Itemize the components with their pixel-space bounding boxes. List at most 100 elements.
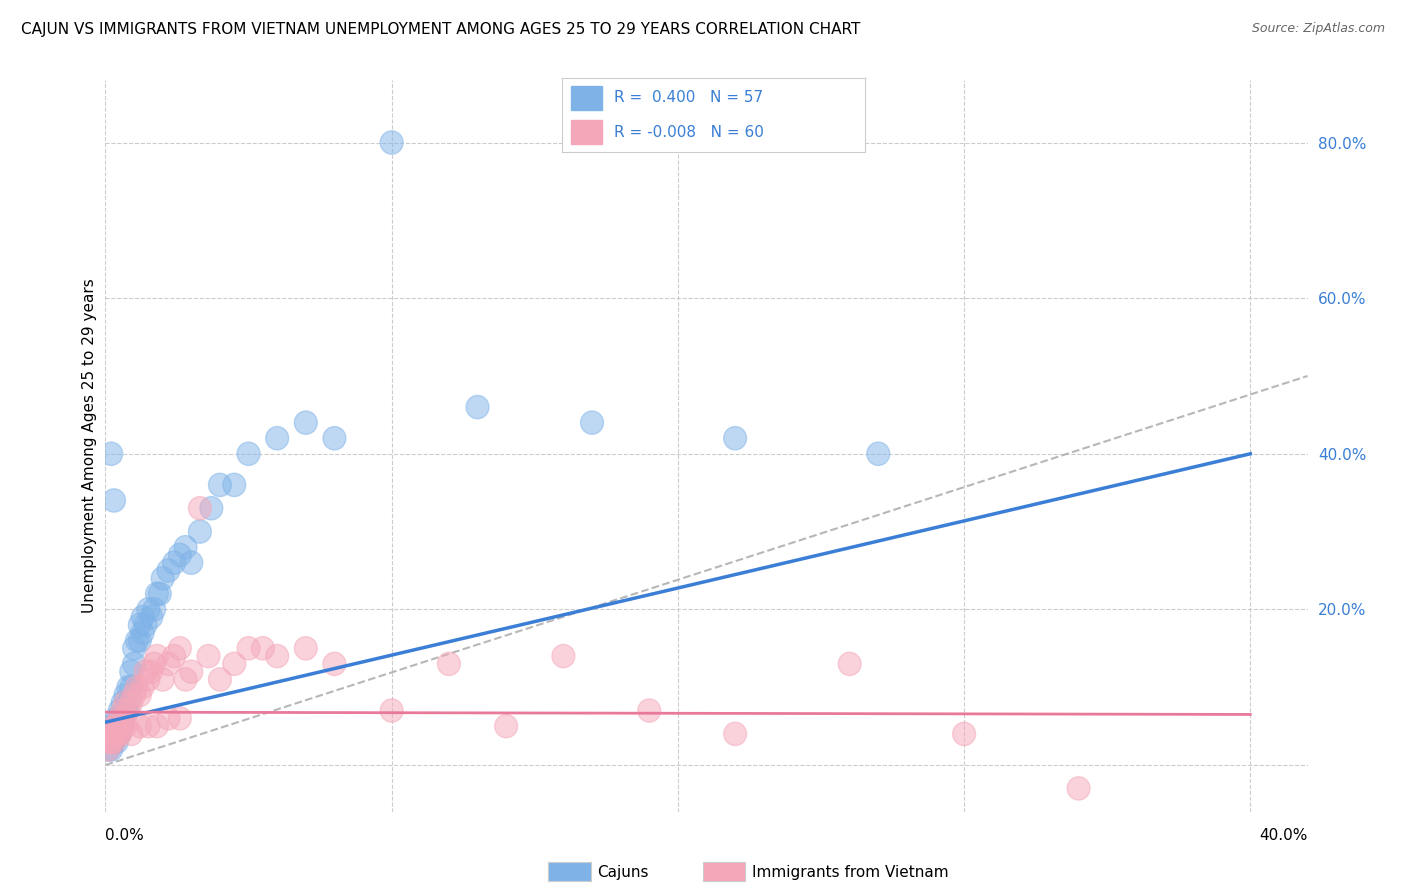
Y-axis label: Unemployment Among Ages 25 to 29 years: Unemployment Among Ages 25 to 29 years bbox=[82, 278, 97, 614]
Ellipse shape bbox=[134, 614, 157, 637]
Text: 40.0%: 40.0% bbox=[1260, 829, 1308, 843]
Ellipse shape bbox=[117, 699, 139, 723]
Ellipse shape bbox=[581, 411, 603, 434]
Text: Immigrants from Vietnam: Immigrants from Vietnam bbox=[752, 865, 949, 880]
Ellipse shape bbox=[553, 644, 575, 668]
Ellipse shape bbox=[157, 652, 180, 675]
Ellipse shape bbox=[103, 723, 125, 746]
Ellipse shape bbox=[117, 691, 139, 714]
Ellipse shape bbox=[111, 714, 134, 738]
Ellipse shape bbox=[111, 714, 134, 738]
Ellipse shape bbox=[838, 652, 860, 675]
Ellipse shape bbox=[120, 691, 142, 714]
Ellipse shape bbox=[111, 691, 134, 714]
Ellipse shape bbox=[146, 644, 169, 668]
Ellipse shape bbox=[294, 637, 318, 660]
Ellipse shape bbox=[169, 543, 191, 566]
Ellipse shape bbox=[323, 426, 346, 450]
Text: Cajuns: Cajuns bbox=[598, 865, 650, 880]
Ellipse shape bbox=[149, 582, 172, 606]
Ellipse shape bbox=[724, 723, 747, 746]
Ellipse shape bbox=[100, 714, 122, 738]
Ellipse shape bbox=[103, 723, 125, 746]
Ellipse shape bbox=[108, 723, 131, 746]
Ellipse shape bbox=[105, 706, 128, 730]
Text: CAJUN VS IMMIGRANTS FROM VIETNAM UNEMPLOYMENT AMONG AGES 25 TO 29 YEARS CORRELAT: CAJUN VS IMMIGRANTS FROM VIETNAM UNEMPLO… bbox=[21, 22, 860, 37]
Ellipse shape bbox=[103, 723, 125, 746]
Ellipse shape bbox=[97, 730, 120, 754]
Ellipse shape bbox=[1067, 777, 1090, 800]
Ellipse shape bbox=[108, 723, 131, 746]
Ellipse shape bbox=[100, 730, 122, 754]
Ellipse shape bbox=[465, 395, 489, 418]
Ellipse shape bbox=[200, 497, 222, 520]
Ellipse shape bbox=[97, 738, 120, 761]
Ellipse shape bbox=[238, 637, 260, 660]
Ellipse shape bbox=[97, 723, 120, 746]
Ellipse shape bbox=[139, 606, 163, 629]
Ellipse shape bbox=[108, 699, 131, 723]
Ellipse shape bbox=[146, 582, 169, 606]
Ellipse shape bbox=[131, 606, 155, 629]
Text: R =  0.400   N = 57: R = 0.400 N = 57 bbox=[614, 90, 763, 105]
Ellipse shape bbox=[131, 675, 155, 699]
Ellipse shape bbox=[146, 714, 169, 738]
Ellipse shape bbox=[174, 668, 197, 691]
Ellipse shape bbox=[122, 637, 146, 660]
Ellipse shape bbox=[103, 489, 125, 512]
Ellipse shape bbox=[108, 714, 131, 738]
Ellipse shape bbox=[114, 699, 136, 723]
Ellipse shape bbox=[122, 683, 146, 706]
Ellipse shape bbox=[114, 691, 136, 714]
Ellipse shape bbox=[142, 598, 166, 621]
Ellipse shape bbox=[114, 706, 136, 730]
Ellipse shape bbox=[103, 730, 125, 754]
Ellipse shape bbox=[103, 730, 125, 754]
Ellipse shape bbox=[134, 660, 157, 683]
Ellipse shape bbox=[120, 660, 142, 683]
Ellipse shape bbox=[100, 730, 122, 754]
Ellipse shape bbox=[157, 558, 180, 582]
Ellipse shape bbox=[638, 699, 661, 723]
Ellipse shape bbox=[152, 566, 174, 590]
Ellipse shape bbox=[136, 598, 160, 621]
Text: 0.0%: 0.0% bbox=[105, 829, 145, 843]
Ellipse shape bbox=[128, 683, 152, 706]
Ellipse shape bbox=[105, 714, 128, 738]
Ellipse shape bbox=[103, 714, 125, 738]
Ellipse shape bbox=[724, 426, 747, 450]
Ellipse shape bbox=[122, 652, 146, 675]
Ellipse shape bbox=[105, 723, 128, 746]
Bar bbox=[571, 120, 602, 145]
Ellipse shape bbox=[100, 442, 122, 466]
Ellipse shape bbox=[117, 675, 139, 699]
Ellipse shape bbox=[866, 442, 890, 466]
Ellipse shape bbox=[323, 652, 346, 675]
Ellipse shape bbox=[169, 637, 191, 660]
Ellipse shape bbox=[105, 730, 128, 754]
Ellipse shape bbox=[222, 652, 246, 675]
Ellipse shape bbox=[953, 723, 976, 746]
Ellipse shape bbox=[163, 644, 186, 668]
Ellipse shape bbox=[111, 706, 134, 730]
Ellipse shape bbox=[437, 652, 460, 675]
Ellipse shape bbox=[163, 551, 186, 574]
Ellipse shape bbox=[114, 683, 136, 706]
Ellipse shape bbox=[114, 714, 136, 738]
Ellipse shape bbox=[108, 723, 131, 746]
Text: R = -0.008   N = 60: R = -0.008 N = 60 bbox=[614, 125, 763, 140]
Ellipse shape bbox=[103, 714, 125, 738]
Ellipse shape bbox=[100, 723, 122, 746]
Ellipse shape bbox=[188, 520, 211, 543]
Ellipse shape bbox=[108, 706, 131, 730]
Ellipse shape bbox=[105, 723, 128, 746]
Ellipse shape bbox=[139, 660, 163, 683]
Ellipse shape bbox=[128, 629, 152, 652]
Ellipse shape bbox=[252, 637, 274, 660]
Ellipse shape bbox=[142, 652, 166, 675]
Ellipse shape bbox=[197, 644, 219, 668]
Ellipse shape bbox=[128, 714, 152, 738]
Ellipse shape bbox=[266, 426, 288, 450]
Ellipse shape bbox=[125, 629, 149, 652]
Ellipse shape bbox=[120, 675, 142, 699]
